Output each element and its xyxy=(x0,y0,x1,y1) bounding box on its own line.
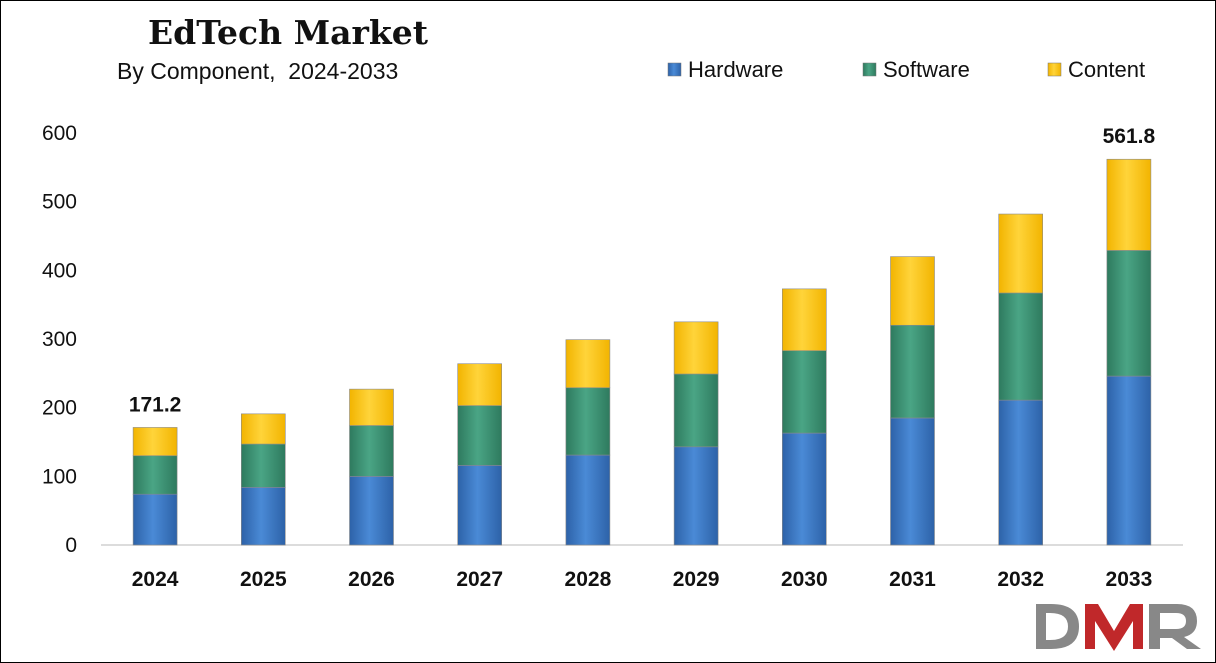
x-tick-label: 2031 xyxy=(889,568,936,591)
y-tick-label: 600 xyxy=(42,122,77,145)
bar-content-2025 xyxy=(241,413,286,445)
y-tick-label: 0 xyxy=(65,534,77,557)
bar-software-2030 xyxy=(781,350,827,434)
bar-software-2033 xyxy=(1106,250,1152,377)
x-tick-label: 2028 xyxy=(565,568,612,591)
y-tick-label: 400 xyxy=(42,259,77,282)
x-tick-label: 2027 xyxy=(456,568,503,591)
bar-content-2026 xyxy=(349,388,394,426)
y-tick-label: 500 xyxy=(42,191,77,214)
dmr-logo xyxy=(1036,604,1201,651)
legend-swatch-hardware xyxy=(667,62,682,77)
legend-label-content: Content xyxy=(1068,57,1145,82)
bar-software-2029 xyxy=(673,373,719,448)
bar-hardware-2031 xyxy=(890,417,935,546)
bar-content-2032 xyxy=(998,213,1044,294)
x-tick-label: 2025 xyxy=(240,568,287,591)
bar-software-2026 xyxy=(349,425,394,477)
bar-software-2028 xyxy=(565,387,611,456)
legend-label-hardware: Hardware xyxy=(688,57,783,82)
chart-title: EdTech Market xyxy=(148,13,428,52)
legend-swatch-software xyxy=(862,62,877,77)
chart-subtitle: By Component, 2024-2033 xyxy=(117,58,399,84)
x-tick-label: 2030 xyxy=(781,568,828,591)
total-label-2033: 561.8 xyxy=(1103,125,1156,148)
x-tick-label: 2026 xyxy=(348,568,395,591)
bar-software-2024 xyxy=(132,455,178,495)
bar-content-2031 xyxy=(890,256,935,326)
legend-swatch-content xyxy=(1047,62,1062,77)
bar-hardware-2033 xyxy=(1106,375,1152,546)
x-tick-label: 2033 xyxy=(1106,568,1153,591)
legend-label-software: Software xyxy=(883,57,970,82)
y-tick-label: 200 xyxy=(42,397,77,420)
bar-content-2027 xyxy=(457,363,503,406)
bar-hardware-2032 xyxy=(998,399,1044,546)
x-tick-label: 2032 xyxy=(997,568,1044,591)
x-tick-label: 2024 xyxy=(132,568,179,591)
bar-software-2027 xyxy=(457,405,503,466)
bar-hardware-2025 xyxy=(241,487,286,546)
bar-content-2029 xyxy=(673,321,719,375)
bar-software-2025 xyxy=(241,443,286,488)
bar-hardware-2027 xyxy=(457,465,503,546)
bar-content-2028 xyxy=(565,339,611,389)
y-tick-label: 100 xyxy=(42,465,77,488)
bar-hardware-2030 xyxy=(781,432,827,546)
x-tick-label: 2029 xyxy=(673,568,720,591)
bar-content-2033 xyxy=(1106,158,1152,251)
total-label-2024: 171.2 xyxy=(129,393,182,416)
bar-hardware-2029 xyxy=(673,446,719,546)
bar-hardware-2028 xyxy=(565,454,611,546)
bar-software-2031 xyxy=(890,324,935,419)
bar-content-2030 xyxy=(781,288,827,351)
bar-hardware-2024 xyxy=(132,493,178,546)
bar-software-2032 xyxy=(998,292,1044,401)
y-tick-label: 300 xyxy=(42,328,77,351)
bar-hardware-2026 xyxy=(349,476,394,546)
bar-content-2024 xyxy=(132,427,178,457)
